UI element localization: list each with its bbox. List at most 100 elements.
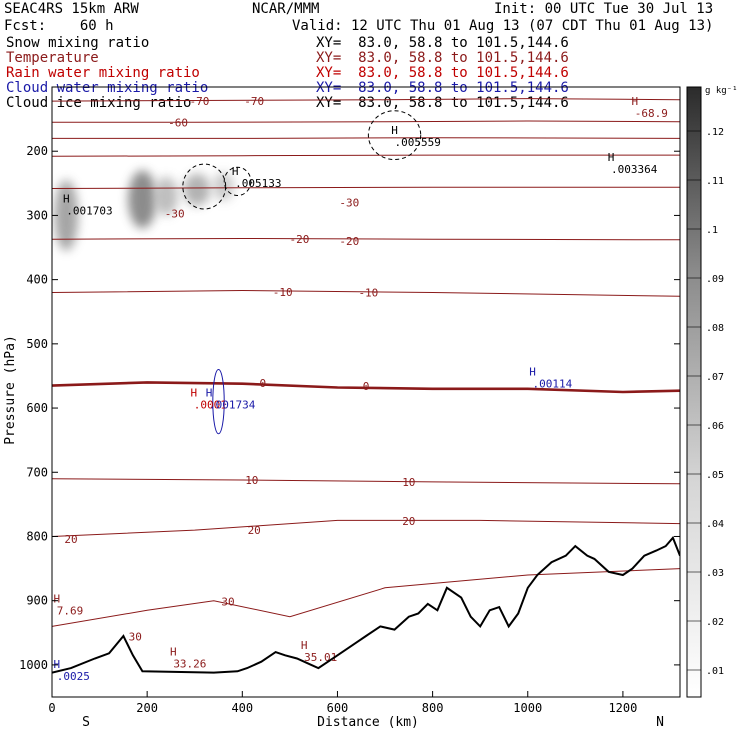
legend-field-label: Cloud ice mixing ratio [6, 95, 192, 111]
y-axis-label: Pressure (hPa) [3, 335, 18, 445]
x-tick-label: 800 [422, 701, 444, 715]
x-tick-label: 0 [48, 701, 55, 715]
extremum-value: 33.26 [173, 657, 206, 670]
temperature-contour [52, 519, 680, 537]
colorbar-tick-label: .09 [706, 274, 724, 285]
temperature-contour [52, 120, 680, 123]
x-axis-label: Distance (km) [317, 715, 419, 730]
extremum-value: 35.01 [304, 651, 337, 664]
temperature-label: -10 [273, 286, 293, 299]
extremum-marker: H [53, 593, 60, 606]
x-tick-label: 600 [327, 701, 349, 715]
extremum-value: .00114 [533, 377, 573, 390]
temperature-contour [52, 98, 680, 102]
forecast-hour: Fcst: 60 h [4, 18, 114, 34]
legend-field-label: Snow mixing ratio [6, 35, 150, 51]
x-tick-label: 1200 [608, 701, 637, 715]
colorbar-tick-label: .1 [706, 225, 718, 236]
colorbar-tick-label: .04 [706, 519, 724, 530]
terrain-line [52, 535, 680, 674]
extremum-marker: H [301, 639, 308, 652]
y-tick-label: 400 [26, 273, 48, 287]
snow-shading [212, 172, 234, 201]
snow-shading [54, 180, 79, 251]
colorbar-tick-label: .02 [706, 617, 724, 628]
extremum-marker: H [190, 386, 197, 399]
temperature-label: 20 [402, 515, 415, 528]
temperature-contour [52, 237, 680, 241]
extremum-marker: H [170, 645, 177, 658]
temperature-contour [52, 568, 680, 627]
extremum-marker: H [391, 124, 398, 137]
extremum-value: .005559 [395, 136, 441, 149]
colorbar-tick-label: .06 [706, 421, 724, 432]
extremum-marker: H [608, 151, 615, 164]
init-time: Init: 00 UTC Tue 30 Jul 13 [494, 1, 714, 17]
extremum-marker: H [232, 165, 239, 178]
colorbar-tick-label: .07 [706, 372, 724, 383]
temperature-contour [52, 137, 680, 139]
cloud-ice-contour [223, 166, 252, 197]
extremum-value: .0025 [57, 670, 90, 683]
temperature-label: -20 [289, 233, 309, 246]
temperature-label: 20 [248, 524, 261, 537]
colorbar: g kg⁻¹ .01 .02 .03 .04 .05 .06 .07 .08 .09 .1 .11.… [686, 86, 738, 698]
cloud-water-contour [212, 369, 225, 435]
x-tick-label: 400 [231, 701, 253, 715]
extremum-marker: H [63, 193, 70, 206]
temperature-contour [52, 289, 680, 297]
colorbar-tick-label: .01 [706, 666, 724, 677]
snow-shading [128, 170, 157, 229]
temperature-label: 10 [402, 476, 415, 489]
legend-field-label: Temperature [6, 50, 99, 66]
temperature-label: 30 [221, 595, 234, 608]
model-title: SEAC4RS 15km ARW [4, 1, 139, 17]
temperature-label: -70 [190, 95, 210, 108]
extremum-value: .001734 [209, 398, 256, 411]
extremum-value: .001703 [66, 205, 112, 218]
legend-xy-range: XY= 83.0, 58.8 to 101.5,144.6 [316, 50, 569, 66]
y-tick-label: 800 [26, 529, 48, 543]
y-tick-label: 300 [26, 208, 48, 222]
temperature-label: -30 [165, 207, 185, 220]
y-tick-label: 200 [26, 144, 48, 158]
temperature-contour [52, 381, 680, 394]
extremum-value: 7.69 [57, 605, 84, 618]
temperature-contour [52, 154, 680, 157]
valid-time: Valid: 12 UTC Thu 01 Aug 13 (07 CDT Thu … [292, 18, 714, 34]
temperature-label: -70 [244, 95, 264, 108]
colorbar-tick-label: .12 [706, 127, 724, 138]
y-tick-label: 700 [26, 465, 48, 479]
extremum-value: .0001 [194, 398, 227, 411]
temperature-label: 0 [259, 377, 266, 390]
north-endpoint-label: N [656, 715, 664, 730]
colorbar-tick-label: .05 [706, 470, 724, 481]
extremum-value: .005133 [235, 177, 281, 190]
colorbar-tick-label: .11 [706, 176, 724, 187]
y-tick-label: 900 [26, 594, 48, 608]
center-label: NCAR/MMM [252, 1, 320, 17]
temperature-label: 30 [129, 631, 142, 644]
south-endpoint-label: S [82, 715, 90, 730]
extremum-marker: H [631, 95, 638, 108]
colorbar-unit: g kg⁻¹ [705, 86, 738, 96]
legend-xy-range: XY= 83.0, 58.8 to 101.5,144.6 [316, 80, 569, 96]
y-tick-label: 600 [26, 401, 48, 415]
extremum-value: -68.9 [635, 107, 668, 120]
extremum-marker: H [529, 365, 536, 378]
temperature-label: -20 [339, 235, 359, 248]
legend-field-label: Cloud water mixing ratio [6, 80, 209, 96]
temperature-label: -30 [339, 197, 359, 210]
colorbar-ramp [686, 86, 702, 698]
cloud-ice-contour [182, 163, 227, 210]
temperature-label: 20 [64, 533, 77, 546]
legend-field-label: Rain water mixing ratio [6, 65, 200, 81]
temperature-label: 10 [245, 474, 258, 487]
extremum-value: .003364 [611, 163, 658, 176]
temperature-contour [52, 186, 680, 189]
x-tick-label: 200 [136, 701, 158, 715]
snow-shading [183, 173, 211, 206]
temperature-label: -10 [358, 286, 378, 299]
legend-xy-range: XY= 83.0, 58.8 to 101.5,144.6 [316, 65, 569, 81]
